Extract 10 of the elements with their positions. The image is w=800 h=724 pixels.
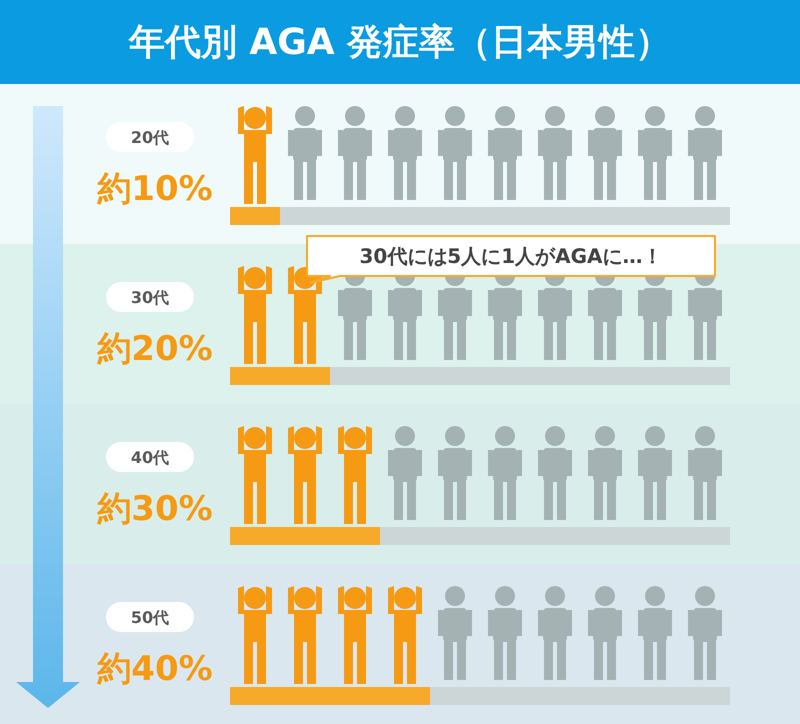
data-label: 約40%: [96, 649, 213, 689]
annotation: 30代には5人に1人がAGAに…！: [358, 242, 664, 270]
y-tick-label: 40代: [130, 448, 170, 467]
data-label: 約10%: [96, 169, 213, 209]
chart-title: 年代別 AGA 発症率（日本男性）: [0, 0, 800, 84]
y-tick-label: 30代: [130, 288, 170, 307]
data-label: 約30%: [96, 489, 213, 529]
y-tick-label: 20代: [130, 128, 170, 147]
data-label: 約20%: [96, 329, 213, 369]
y-tick-label: 50代: [130, 608, 170, 627]
